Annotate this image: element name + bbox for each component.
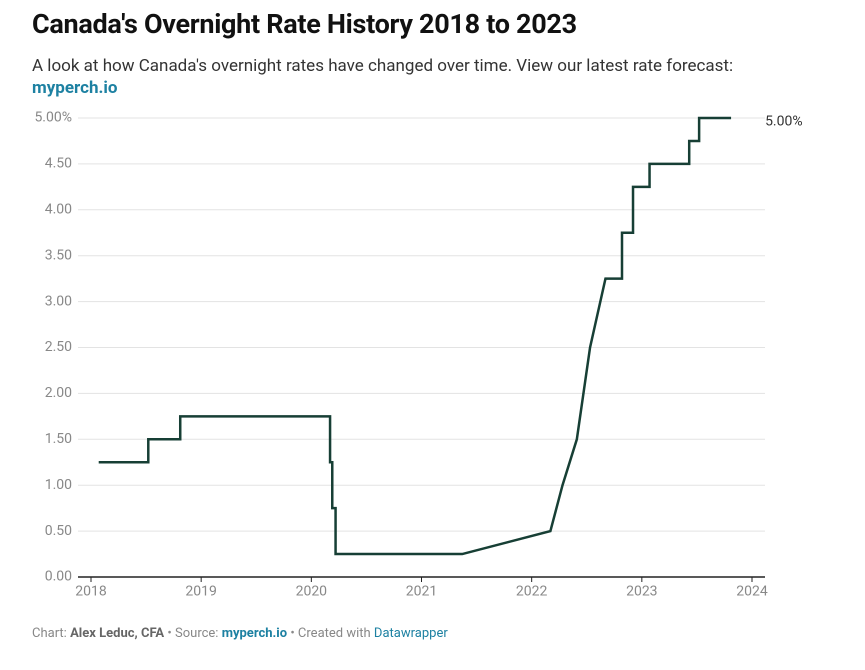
author: Alex Leduc, CFA: [70, 626, 165, 641]
y-tick-label: 5.00%: [34, 110, 72, 126]
x-tick-label: 2024: [736, 584, 768, 600]
footer-text: • Created with: [290, 626, 371, 641]
footer-text: • Source:: [167, 626, 219, 641]
x-tick-label: 2021: [406, 584, 437, 600]
footer: Chart: Alex Leduc, CFA • Source: myperch…: [32, 626, 448, 641]
x-tick-label: 2023: [626, 584, 657, 600]
subtitle-text: A look at how Canada's overnight rates h…: [32, 56, 734, 76]
x-tick-label: 2019: [185, 584, 216, 600]
value-label: 5.00%: [765, 114, 803, 130]
y-tick-label: 1.50: [45, 431, 72, 447]
y-tick-label: 2.50: [45, 339, 72, 355]
chart-title: Canada's Overnight Rate History 2018 to …: [32, 8, 577, 40]
x-tick-label: 2018: [75, 584, 107, 600]
subtitle-link[interactable]: myperch.io: [32, 78, 118, 98]
y-tick-label: 3.50: [45, 247, 72, 263]
source-link[interactable]: myperch.io: [221, 626, 288, 641]
y-tick-label: 4.00: [45, 202, 72, 218]
y-tick-label: 1.00: [45, 477, 72, 493]
y-tick-label: 0.00: [45, 569, 72, 585]
y-tick-label: 4.50: [45, 156, 72, 172]
tool-link[interactable]: Datawrapper: [373, 626, 448, 641]
subtitle: A look at how Canada's overnight rates h…: [32, 55, 832, 99]
x-tick-label: 2022: [516, 584, 548, 600]
y-tick-label: 3.00: [45, 293, 72, 309]
x-tick-label: 2020: [296, 584, 328, 600]
chart: 0.00 0.50 1.00 1.50 2.00 2.50 3.00 3.50 4.00 4.50…: [34, 110, 803, 600]
y-tick-label: 2.00: [45, 385, 72, 401]
y-tick-label: 0.50: [45, 523, 72, 539]
footer-text: Chart:: [32, 626, 67, 641]
line: [98, 116, 732, 556]
